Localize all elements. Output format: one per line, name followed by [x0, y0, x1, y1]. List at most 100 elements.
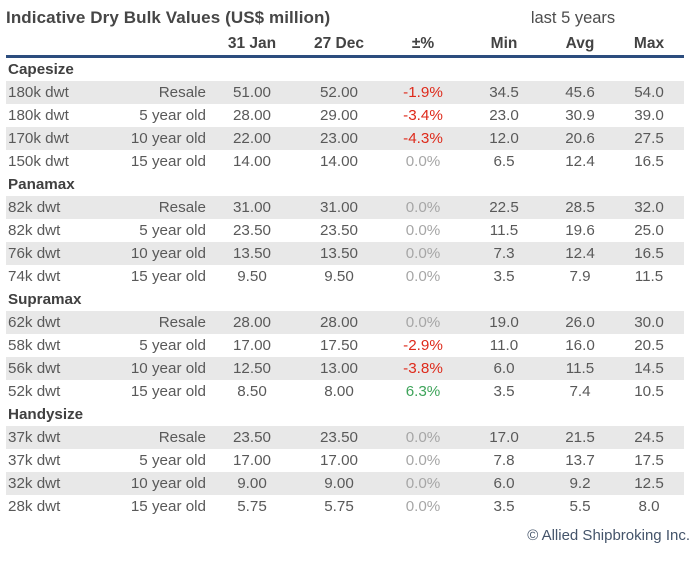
value-current: 5.75	[237, 498, 267, 515]
vessel-age: 10 year old	[130, 360, 206, 377]
value-change-percent: 0.0%	[405, 245, 441, 262]
value-avg: 9.2	[569, 475, 591, 492]
vessel-size: 37k dwt	[8, 429, 61, 446]
value-previous: 17.50	[319, 337, 358, 354]
value-max: 10.5	[634, 383, 664, 400]
value-current: 8.50	[237, 383, 267, 400]
value-min: 7.3	[493, 245, 515, 262]
value-current: 13.50	[232, 245, 271, 262]
value-min: 3.5	[493, 268, 515, 285]
value-min: 34.5	[489, 84, 519, 101]
value-max: 16.5	[634, 245, 664, 262]
table-row: 37k dwt Resale 23.50 23.50 0.0% 17.0 21.5 24.5	[6, 426, 684, 449]
value-avg: 11.5	[565, 360, 595, 377]
value-previous: 9.00	[324, 475, 354, 492]
section-header-panamax: Panamax	[8, 176, 75, 193]
value-change-percent: -1.9%	[403, 84, 443, 101]
value-min: 3.5	[493, 383, 515, 400]
vessel-size: 76k dwt	[8, 245, 61, 262]
value-change-percent: 0.0%	[405, 314, 441, 331]
table-row: 56k dwt 10 year old 12.50 13.00 -3.8% 6.0 11.5…	[6, 357, 684, 380]
column-header-current: 31 Jan	[227, 34, 277, 52]
section-header-handysize: Handysize	[8, 406, 84, 423]
value-avg: 20.6	[565, 130, 595, 147]
value-current: 17.00	[232, 452, 271, 469]
vessel-age: 15 year old	[130, 383, 206, 400]
value-previous: 23.00	[319, 130, 358, 147]
value-change-percent: -3.4%	[403, 107, 443, 124]
vessel-size: 32k dwt	[8, 475, 61, 492]
value-min: 6.5	[493, 153, 515, 170]
value-current: 28.00	[232, 107, 271, 124]
page-title: Indicative Dry Bulk Values (US$ million)	[6, 8, 331, 27]
vessel-size: 74k dwt	[8, 268, 61, 285]
value-change-percent: 0.0%	[405, 429, 441, 446]
value-previous: 5.75	[324, 498, 354, 515]
value-min: 12.0	[489, 130, 519, 147]
value-current: 12.50	[232, 360, 271, 377]
vessel-size: 58k dwt	[8, 337, 61, 354]
table-row: 28k dwt 15 year old 5.75 5.75 0.0% 3.5 5.5 8.0	[6, 495, 684, 518]
value-change-percent: 0.0%	[405, 153, 441, 170]
value-avg: 12.4	[565, 153, 595, 170]
value-current: 23.50	[232, 222, 271, 239]
value-max: 16.5	[634, 153, 664, 170]
vessel-size: 180k dwt	[8, 107, 69, 124]
table-row: 170k dwt 10 year old 22.00 23.00 -4.3% 12.0 20…	[6, 127, 684, 150]
value-avg: 45.6	[565, 84, 595, 101]
value-change-percent: 0.0%	[405, 452, 441, 469]
copyright-notice: © Allied Shipbroking Inc.	[527, 527, 690, 544]
column-header-change: ±%	[411, 34, 435, 52]
value-max: 8.0	[638, 498, 660, 515]
column-header-row: 31 Jan 27 Dec ±% Min Avg Max	[6, 32, 684, 58]
value-min: 3.5	[493, 498, 515, 515]
value-previous: 23.50	[319, 222, 358, 239]
table-row: 150k dwt 15 year old 14.00 14.00 0.0% 6.5 12.4…	[6, 150, 684, 173]
vessel-age: 15 year old	[130, 498, 206, 515]
value-max: 39.0	[634, 107, 664, 124]
value-previous: 17.00	[319, 452, 358, 469]
vessel-size: 150k dwt	[8, 153, 69, 170]
value-min: 6.0	[493, 360, 515, 377]
value-min: 23.0	[489, 107, 519, 124]
value-current: 17.00	[232, 337, 271, 354]
vessel-age: Resale	[158, 429, 206, 446]
value-avg: 28.5	[565, 199, 595, 216]
value-change-percent: 0.0%	[405, 498, 441, 515]
value-previous: 29.00	[319, 107, 358, 124]
value-max: 25.0	[634, 222, 664, 239]
value-avg: 13.7	[565, 452, 595, 469]
table-row: 180k dwt 5 year old 28.00 29.00 -3.4% 23.0 30.…	[6, 104, 684, 127]
value-previous: 9.50	[324, 268, 354, 285]
table-row: 52k dwt 15 year old 8.50 8.00 6.3% 3.5 7.4 10.5	[6, 380, 684, 403]
value-current: 9.50	[237, 268, 267, 285]
value-change-percent: -2.9%	[403, 337, 443, 354]
column-header-min: Min	[490, 34, 518, 52]
value-min: 6.0	[493, 475, 515, 492]
value-previous: 23.50	[319, 429, 358, 446]
vessel-size: 180k dwt	[8, 84, 69, 101]
table-row: 62k dwt Resale 28.00 28.00 0.0% 19.0 26.0 30.0	[6, 311, 684, 334]
value-avg: 7.9	[569, 268, 591, 285]
value-change-percent: -4.3%	[403, 130, 443, 147]
value-change-percent: 0.0%	[405, 222, 441, 239]
value-avg: 7.4	[569, 383, 591, 400]
value-avg: 12.4	[565, 245, 595, 262]
vessel-age: 5 year old	[139, 337, 206, 354]
value-current: 23.50	[232, 429, 271, 446]
value-current: 51.00	[232, 84, 271, 101]
vessel-size: 52k dwt	[8, 383, 61, 400]
table-row: 180k dwt Resale 51.00 52.00 -1.9% 34.5 45.6 54.…	[6, 81, 684, 104]
value-max: 20.5	[634, 337, 664, 354]
vessel-age: Resale	[158, 84, 206, 101]
vessel-age: 5 year old	[139, 452, 206, 469]
value-change-percent: -3.8%	[403, 360, 443, 377]
table-row: 58k dwt 5 year old 17.00 17.50 -2.9% 11.0 16.0…	[6, 334, 684, 357]
vessel-age: 10 year old	[130, 130, 206, 147]
value-max: 17.5	[634, 452, 664, 469]
value-max: 54.0	[634, 84, 664, 101]
value-avg: 26.0	[565, 314, 595, 331]
vessel-age: 10 year old	[130, 475, 206, 492]
section-header-capesize: Capesize	[8, 61, 74, 78]
